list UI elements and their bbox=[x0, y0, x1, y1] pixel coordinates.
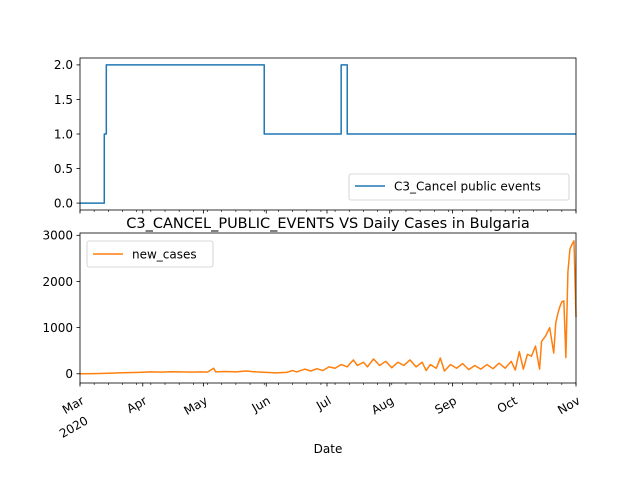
policy-y-tick-label: 1.5 bbox=[54, 93, 73, 107]
policy-y-axis: 0.0 0.5 1.0 1.5 2.0 bbox=[54, 58, 80, 210]
cases-y-tick-label: 1000 bbox=[42, 321, 73, 335]
cases-axes-frame bbox=[79, 232, 577, 384]
chart-title: C3_CANCEL_PUBLIC_EVENTS VS Daily Cases i… bbox=[126, 216, 530, 232]
policy-x-axis bbox=[79, 210, 577, 214]
policy-plot-area bbox=[80, 64, 576, 204]
policy-series-line bbox=[80, 64, 576, 204]
cases-y-tick-label: 2000 bbox=[42, 275, 73, 289]
cases-y-tick-label: 0 bbox=[65, 367, 73, 381]
x-tick-label: Jul bbox=[313, 393, 333, 413]
policy-y-tick-label: 0.5 bbox=[54, 162, 73, 176]
policy-y-tick-label: 2.0 bbox=[54, 58, 73, 72]
cases-legend: new_cases bbox=[86, 240, 214, 268]
cases-plot-area bbox=[79, 240, 577, 375]
policy-legend-box bbox=[348, 173, 570, 201]
cases-y-tick-label: 3000 bbox=[42, 229, 73, 243]
cases-y-axis: 0 1000 2000 3000 bbox=[42, 229, 80, 381]
policy-y-tick-label: 1.0 bbox=[54, 127, 73, 141]
cases-series-line bbox=[79, 240, 577, 375]
policy-subplot: 0.0 0.5 1.0 1.5 2.0 C3_Cancel public events bbox=[54, 57, 577, 214]
cases-legend-box bbox=[86, 240, 214, 268]
policy-y-tick-label: 0.0 bbox=[54, 196, 73, 210]
policy-legend: C3_Cancel public events bbox=[348, 173, 570, 201]
policy-legend-label: C3_Cancel public events bbox=[394, 180, 541, 194]
x-axis-label: Date bbox=[314, 442, 343, 456]
cases-legend-label: new_cases bbox=[132, 248, 197, 262]
